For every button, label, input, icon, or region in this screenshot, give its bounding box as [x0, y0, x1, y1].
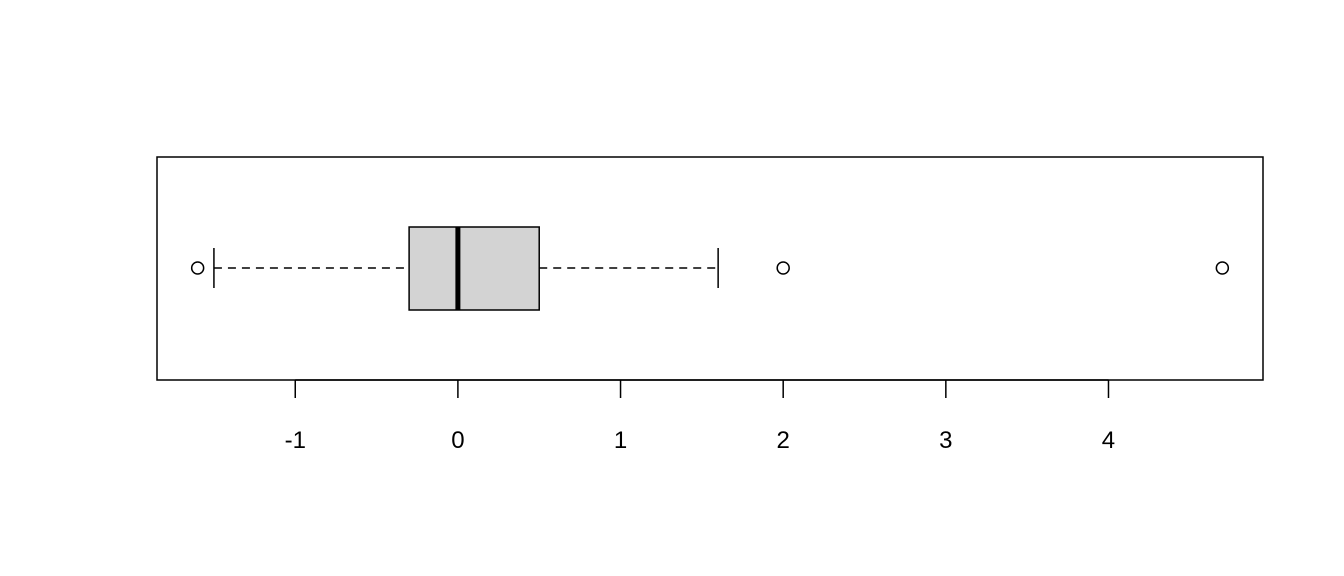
outlier-point	[1215, 261, 1230, 275]
outlier-point	[776, 261, 790, 275]
boxplot-marks	[190, 226, 1230, 311]
outlier-point	[190, 261, 205, 275]
x-tick-label: 0	[451, 427, 464, 454]
x-tick-label: 2	[777, 427, 790, 454]
x-axis: -1 0 1 2 3 4	[285, 379, 1115, 454]
x-tick-label: 3	[939, 427, 952, 454]
iqr-box	[408, 226, 540, 311]
x-tick-label: -1	[285, 427, 306, 454]
x-tick-label: 1	[614, 427, 627, 454]
x-tick-label: 4	[1102, 427, 1115, 454]
